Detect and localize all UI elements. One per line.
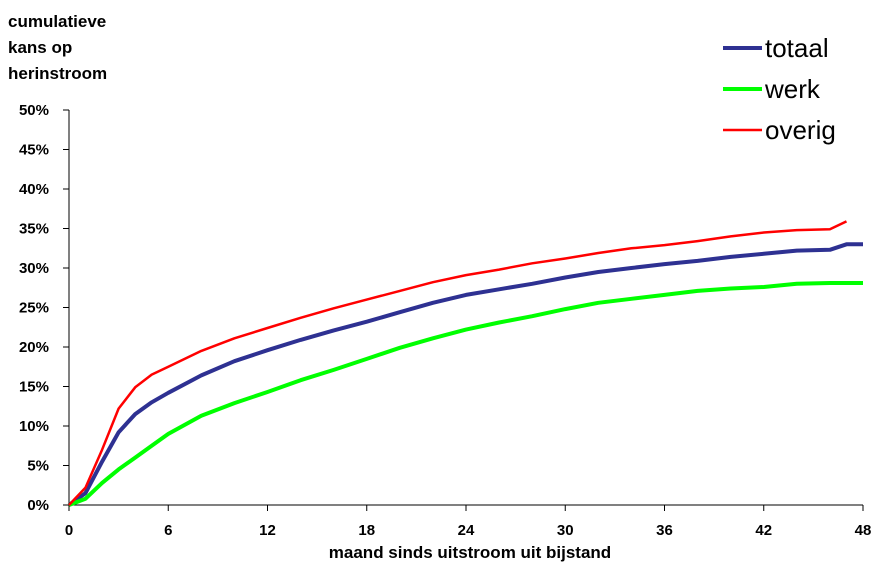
x-tick-label: 36	[656, 522, 673, 539]
y-axis-label-line-3: herinstroom	[8, 64, 108, 83]
series-line-werk	[68, 281, 863, 507]
x-tick-label: 48	[855, 522, 872, 539]
x-axis-label: maand sinds uitstroom uit bijstand	[329, 543, 611, 562]
axes	[68, 110, 863, 506]
series-lines	[67, 220, 863, 507]
y-axis-label-line-1: cumulatieve	[8, 12, 107, 31]
legend-label-werk: werk	[764, 74, 821, 104]
x-tick-label: 18	[358, 522, 375, 539]
y-tick-label: 30%	[19, 260, 49, 277]
y-tick-label: 20%	[19, 339, 49, 356]
x-tick-label: 30	[557, 522, 574, 539]
x-tick-label: 0	[65, 522, 73, 539]
x-tick-label: 12	[259, 522, 276, 539]
y-tick-label: 0%	[27, 497, 49, 514]
y-tick-label: 45%	[19, 142, 49, 159]
y-tick-label: 15%	[19, 379, 49, 396]
series-line-overig	[68, 220, 848, 506]
legend: totaal werk overig	[723, 33, 836, 145]
y-tick-label: 40%	[19, 181, 49, 198]
series-line-totaal	[67, 242, 863, 507]
y-tick-label: 5%	[27, 458, 49, 475]
y-ticks: 0% 5% 10% 15% 20% 25% 30% 35% 40% 45% 50%	[19, 102, 69, 514]
x-ticks: 0 6 12 18 24 30 36 42 48	[65, 505, 872, 539]
legend-label-overig: overig	[765, 115, 836, 145]
y-tick-label: 35%	[19, 221, 49, 238]
x-tick-label: 24	[458, 522, 475, 539]
y-axis-label-line-2: kans op	[8, 38, 73, 57]
legend-label-totaal: totaal	[765, 33, 829, 63]
y-tick-label: 25%	[19, 300, 49, 317]
y-tick-label: 10%	[19, 418, 49, 435]
x-tick-label: 42	[755, 522, 772, 539]
y-tick-label: 50%	[19, 102, 49, 119]
x-tick-label: 6	[164, 522, 172, 539]
